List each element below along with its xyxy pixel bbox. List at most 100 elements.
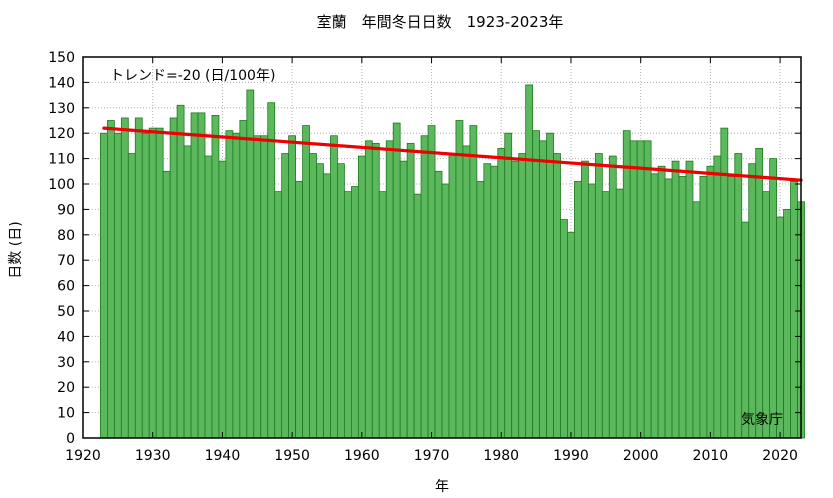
bar: [169, 117, 178, 439]
bar: [511, 160, 520, 439]
bar: [671, 160, 680, 439]
x-axis-ticks: 1920 1930 1940 1950 1960 1970 1980 1990 2000 2010…: [65, 57, 798, 464]
bar: [113, 132, 122, 439]
x-tick-label: 1950: [274, 448, 310, 464]
bar: [741, 221, 750, 439]
bar: [664, 178, 673, 439]
bar: [225, 130, 234, 439]
bar: [378, 191, 387, 439]
bar: [783, 208, 791, 439]
bar: [504, 132, 513, 439]
bar: [448, 153, 457, 439]
bar: [455, 120, 464, 439]
y-tick-label: 100: [48, 177, 75, 193]
bar: [636, 140, 645, 439]
bar: [413, 193, 422, 439]
bar: [748, 163, 757, 439]
bar: [587, 183, 596, 439]
bar: [469, 125, 478, 439]
x-tick-label: 1980: [483, 448, 519, 464]
trend-label: トレンド=-20 (日/100年): [110, 68, 275, 84]
bar: [385, 140, 394, 439]
bar: [232, 132, 241, 439]
y-tick-label: 90: [57, 202, 75, 218]
bar: [302, 125, 310, 439]
bar: [274, 191, 283, 439]
bar: [316, 163, 324, 439]
bar: [371, 142, 380, 439]
plot-frame: [82, 56, 802, 439]
source-label: 気象庁: [741, 412, 783, 428]
bar: [253, 135, 262, 439]
bar: [420, 135, 429, 439]
bar: [629, 140, 638, 439]
x-axis-label: 年: [435, 479, 449, 495]
x-tick-label: 2010: [693, 448, 729, 464]
bar: [685, 160, 694, 439]
bar: [678, 175, 687, 439]
bar: [601, 191, 610, 439]
bar: [539, 140, 547, 439]
bar: [553, 153, 561, 439]
bar: [281, 153, 290, 439]
bar: [692, 201, 701, 439]
bar: [643, 140, 652, 439]
x-tick-label: 1940: [205, 448, 241, 464]
bar: [176, 104, 185, 439]
bar: [734, 153, 743, 439]
bar: [155, 127, 164, 439]
bar: [518, 153, 527, 439]
bar: [706, 165, 715, 439]
bar: [615, 188, 624, 439]
bar: [120, 117, 129, 439]
trend-line: [102, 126, 803, 182]
bar: [699, 175, 708, 439]
bar: [134, 117, 143, 439]
bar: [323, 173, 331, 439]
bar: [581, 160, 589, 439]
bar: [441, 183, 450, 439]
y-tick-label: 80: [57, 228, 75, 244]
bar: [713, 155, 722, 439]
bar: [218, 160, 227, 439]
bar: [204, 155, 213, 439]
bar: [190, 112, 199, 439]
bar: [755, 148, 764, 439]
x-tick-label: 1930: [135, 448, 171, 464]
y-tick-label: 20: [57, 380, 75, 396]
bar: [344, 191, 352, 439]
bar: [399, 160, 408, 439]
bar: [406, 142, 415, 439]
bar: [476, 181, 485, 439]
y-tick-label: 40: [57, 329, 75, 345]
bar: [622, 130, 631, 439]
bar: [183, 145, 192, 439]
bar: [364, 140, 373, 439]
bar: [239, 120, 248, 439]
y-tick-label: 0: [66, 431, 75, 447]
x-tick-label: 1990: [553, 448, 589, 464]
chart-title: 室蘭 年間冬日日数 1923-2023年: [317, 13, 564, 31]
bar: [197, 112, 206, 439]
y-tick-label: 50: [57, 304, 75, 320]
y-axis-ticks: 0 10 20 30 40 50 60 70 80 90 100 110 120 130 140 150: [48, 50, 801, 447]
bar: [392, 122, 401, 439]
bar: [560, 219, 568, 439]
bar: [357, 155, 366, 439]
bar: [434, 170, 443, 439]
y-tick-label: 10: [57, 406, 75, 422]
bar: [337, 163, 345, 439]
y-tick-label: 120: [48, 126, 75, 142]
y-tick-label: 60: [57, 279, 75, 295]
y-tick-label: 130: [48, 101, 75, 117]
bar: [462, 145, 471, 439]
bar: [295, 181, 303, 439]
bar: [483, 163, 492, 439]
grid: [83, 57, 801, 438]
bar: [567, 231, 575, 439]
bar: [574, 181, 582, 439]
bar: [650, 173, 659, 439]
bar: [608, 155, 617, 439]
y-axis-label: 日数 (日): [8, 221, 24, 278]
